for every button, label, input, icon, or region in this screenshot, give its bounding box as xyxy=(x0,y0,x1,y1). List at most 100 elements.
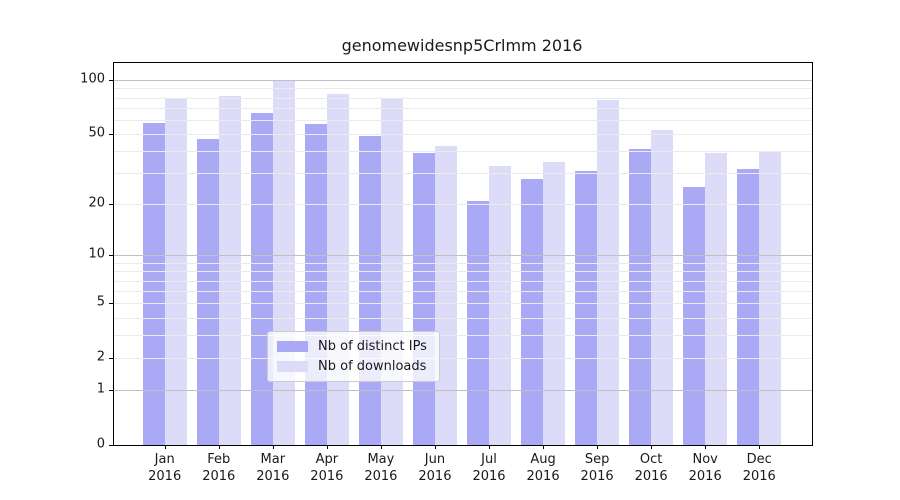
x-label-month: Sep xyxy=(584,452,610,467)
major-gridline-1 xyxy=(114,390,812,392)
y-tick-20 xyxy=(109,204,113,206)
x-tick-label-oct: Oct 2016 xyxy=(621,451,681,485)
x-tick-label-dec: Dec 2016 xyxy=(729,451,789,485)
minor-gridline-90 xyxy=(114,88,812,90)
bar-sep-distinct-ips xyxy=(575,170,598,445)
x-label-year: 2016 xyxy=(148,469,182,484)
minor-gridline-7 xyxy=(114,280,812,282)
x-label-month: Jan xyxy=(154,452,175,467)
minor-gridline-70 xyxy=(114,107,812,109)
x-label-year: 2016 xyxy=(364,469,398,484)
x-label-month: Feb xyxy=(207,452,231,467)
y-tick-0 xyxy=(109,445,113,446)
major-gridline-100 xyxy=(114,80,812,81)
x-label-year: 2016 xyxy=(580,469,614,484)
minor-gridline-6 xyxy=(114,291,812,293)
x-tick-nov xyxy=(705,445,707,449)
x-tick-apr xyxy=(326,445,328,449)
bar-jul-downloads xyxy=(489,166,511,445)
x-tick-label-may: May 2016 xyxy=(351,451,411,485)
x-tick-label-feb: Feb 2016 xyxy=(189,451,249,485)
bar-dec-distinct-ips xyxy=(737,168,760,445)
x-label-year: 2016 xyxy=(310,469,344,484)
x-label-month: May xyxy=(367,452,395,467)
x-tick-label-nov: Nov 2016 xyxy=(675,451,735,485)
x-tick-dec xyxy=(759,445,761,449)
x-label-month: Aug xyxy=(530,452,556,467)
y-tick-label-0: 0 xyxy=(96,436,105,452)
y-tick-label-5: 5 xyxy=(96,294,105,310)
bar-jan-distinct-ips xyxy=(142,122,165,445)
bar-oct-distinct-ips xyxy=(629,149,652,445)
major-gridline-10 xyxy=(114,255,812,257)
minor-gridline-3 xyxy=(114,335,812,337)
minor-gridline-4 xyxy=(114,317,812,319)
y-tick-10 xyxy=(109,255,113,257)
y-tick-label-10: 10 xyxy=(88,246,105,262)
bar-oct-downloads xyxy=(651,129,674,445)
plot-area xyxy=(109,62,813,446)
x-label-year: 2016 xyxy=(256,469,290,484)
x-tick-label-aug: Aug 2016 xyxy=(513,451,573,485)
minor-gridline-9 xyxy=(114,262,812,264)
bar-aug-distinct-ips xyxy=(521,178,544,445)
y-tick-label-2: 2 xyxy=(96,349,105,365)
x-label-year: 2016 xyxy=(202,469,236,484)
minor-gridline-40 xyxy=(114,151,812,153)
x-tick-feb xyxy=(218,445,220,449)
bar-feb-downloads xyxy=(218,95,241,445)
x-label-year: 2016 xyxy=(418,469,452,484)
legend-item-downloads: Nb of downloads xyxy=(277,359,427,374)
x-label-month: Oct xyxy=(639,452,663,467)
minor-gridline-5 xyxy=(114,303,812,305)
bar-apr-downloads xyxy=(326,93,349,445)
x-tick-jan xyxy=(164,445,166,449)
y-tick-50 xyxy=(109,134,113,136)
x-label-month: Apr xyxy=(315,452,339,467)
x-tick-aug xyxy=(543,445,545,449)
x-label-year: 2016 xyxy=(742,469,776,484)
bar-nov-distinct-ips xyxy=(683,187,706,445)
y-tick-label-1: 1 xyxy=(96,381,105,397)
x-tick-jun xyxy=(434,445,436,449)
legend: Nb of distinct IPs Nb of downloads xyxy=(267,331,440,382)
x-tick-label-apr: Apr 2016 xyxy=(297,451,357,485)
y-tick-label-20: 20 xyxy=(88,195,105,211)
bar-apr-distinct-ips xyxy=(304,123,327,445)
legend-item-distinct-ips: Nb of distinct IPs xyxy=(277,339,427,354)
legend-swatch-distinct-ips-icon xyxy=(277,341,308,352)
minor-gridline-30 xyxy=(114,173,812,175)
x-tick-jul xyxy=(489,445,490,449)
bar-dec-downloads xyxy=(759,151,782,445)
bar-mar-distinct-ips xyxy=(250,112,273,445)
x-label-year: 2016 xyxy=(526,469,560,484)
y-tick-label-50: 50 xyxy=(88,125,105,141)
x-label-year: 2016 xyxy=(472,469,506,484)
x-tick-may xyxy=(380,445,382,449)
x-tick-sep xyxy=(597,445,599,449)
y-tick-5 xyxy=(109,303,113,305)
minor-gridline-80 xyxy=(114,97,812,99)
minor-gridline-60 xyxy=(114,119,812,121)
legend-label-downloads: Nb of downloads xyxy=(318,359,427,374)
y-tick-100 xyxy=(109,80,113,81)
x-tick-label-mar: Mar 2016 xyxy=(243,451,303,485)
minor-gridline-20 xyxy=(114,204,812,206)
x-tick-mar xyxy=(272,445,274,449)
minor-gridline-50 xyxy=(114,134,812,136)
x-tick-label-jul: Jul 2016 xyxy=(459,451,519,485)
x-label-month: Jun xyxy=(424,452,446,467)
minor-gridline-8 xyxy=(114,271,812,273)
x-label-year: 2016 xyxy=(634,469,668,484)
x-label-year: 2016 xyxy=(688,469,722,484)
chart-title: genomewidesnp5Crlmm 2016 xyxy=(341,36,583,55)
x-label-month: Jul xyxy=(481,452,497,467)
bar-jun-downloads xyxy=(434,145,457,445)
minor-gridline-2 xyxy=(114,358,812,360)
bar-jul-distinct-ips xyxy=(467,200,489,445)
x-tick-label-jan: Jan 2016 xyxy=(135,451,195,485)
x-label-month: Nov xyxy=(692,452,718,467)
x-label-month: Dec xyxy=(746,452,772,467)
y-tick-label-100: 100 xyxy=(80,71,105,87)
bar-nov-downloads xyxy=(705,153,728,445)
